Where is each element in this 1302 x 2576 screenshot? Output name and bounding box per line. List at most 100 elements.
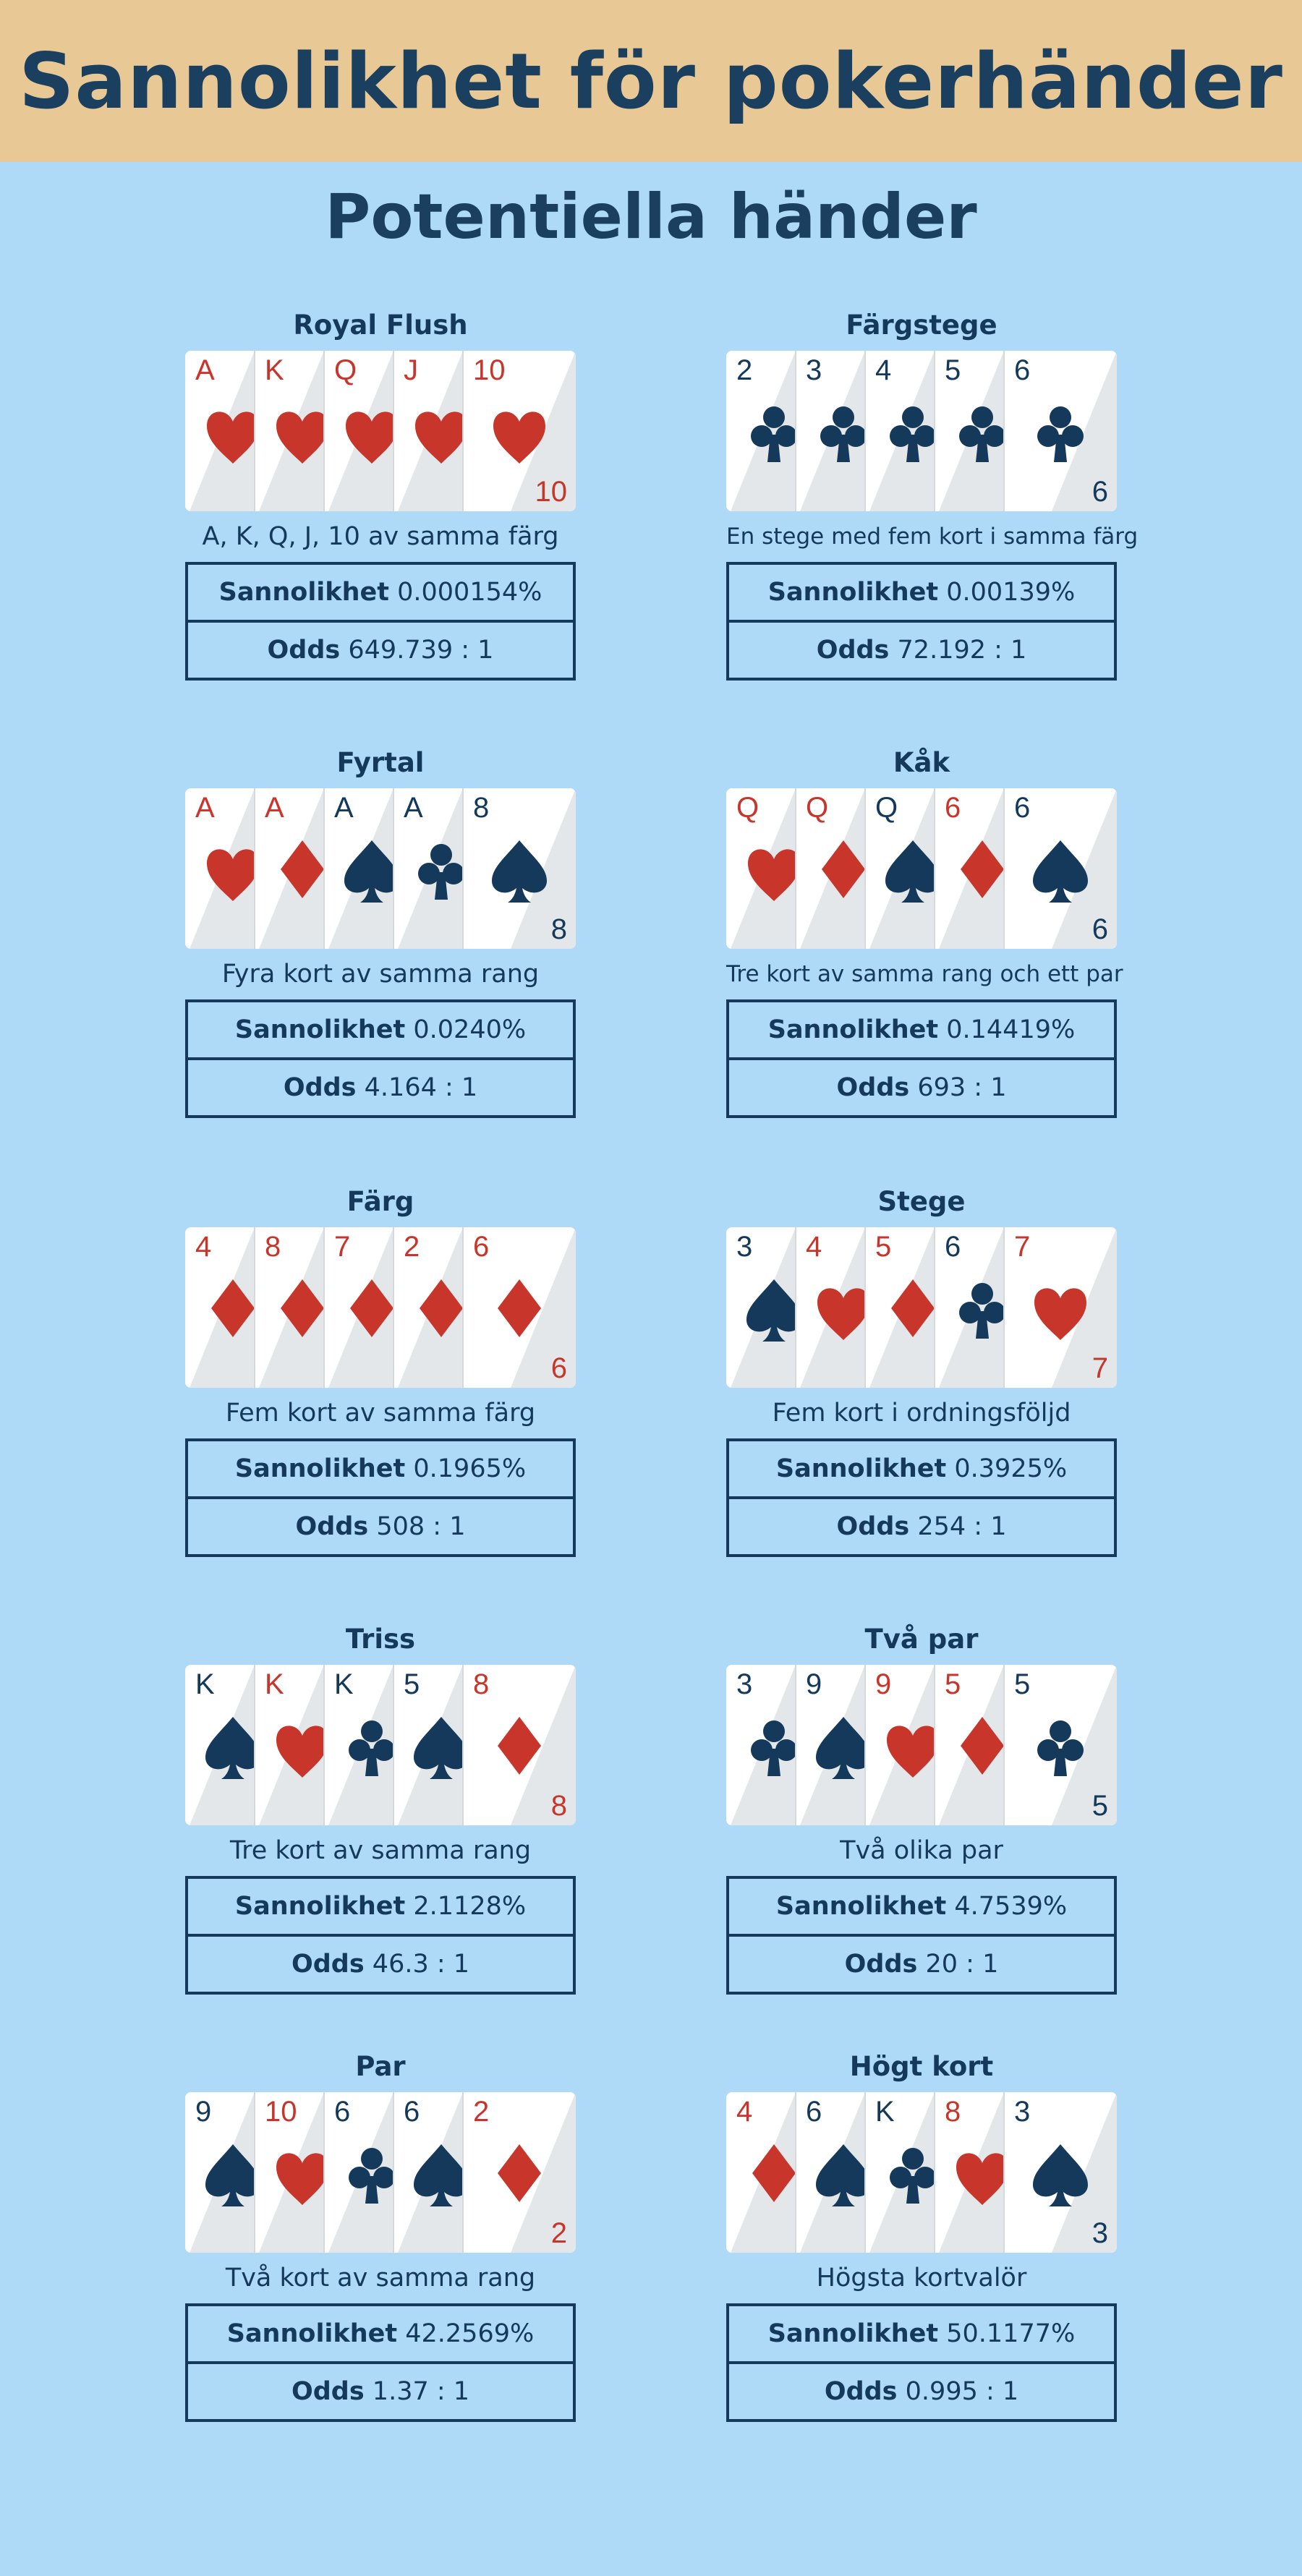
playing-card: A	[185, 788, 255, 949]
card-shade	[511, 788, 576, 949]
clubs-suit-icon	[751, 406, 796, 462]
hand-stats: Sannolikhet 0.3925% Odds 254 : 1	[726, 1438, 1117, 1557]
probability-label: Sannolikhet	[234, 1454, 406, 1483]
playing-card: 7	[323, 1227, 393, 1388]
card-rank: K	[334, 1668, 354, 1700]
playing-card: 88	[462, 1665, 576, 1825]
playing-card: 10 10	[462, 351, 576, 511]
diamonds-suit-icon	[961, 840, 1004, 898]
probability-value: 0.3925%	[954, 1454, 1068, 1483]
hand-stats: Sannolikhet 0.14419% Odds 693 : 1	[726, 999, 1117, 1118]
playing-card: 6	[934, 1227, 1004, 1388]
clubs-suit-icon	[959, 406, 1004, 462]
card-rank: 6	[334, 2096, 350, 2128]
diamonds-suit-icon	[350, 1279, 393, 1337]
hearts-suit-icon	[817, 1288, 865, 1340]
probability-value: 0.00139%	[946, 578, 1076, 607]
diamonds-suit-icon	[498, 2144, 541, 2202]
odds-label: Odds	[283, 1073, 357, 1102]
card-shade	[511, 1227, 576, 1388]
card-rank: K	[265, 354, 284, 386]
playing-card: 9	[795, 1665, 865, 1825]
card-rank-corner: 6	[1092, 913, 1108, 945]
card-rank: 6	[1014, 354, 1030, 386]
probability-row: Sannolikhet 0.14419%	[729, 1002, 1114, 1057]
probability-value: 50.1177%	[946, 2319, 1076, 2348]
card-rank: K	[875, 2096, 895, 2128]
spades-suit-icon	[205, 2144, 255, 2206]
odds-value: 72.192 : 1	[897, 636, 1027, 665]
hearts-suit-icon	[415, 411, 463, 464]
diamonds-suit-icon	[961, 1717, 1004, 1775]
probability-label: Sannolikhet	[775, 1454, 947, 1483]
playing-card: A	[185, 351, 255, 511]
spades-suit-icon	[344, 840, 393, 903]
odds-row: Odds 0.995 : 1	[729, 2361, 1114, 2419]
probability-value: 0.14419%	[946, 1015, 1076, 1044]
diamonds-suit-icon	[498, 1279, 541, 1337]
card-rank: 6	[1014, 792, 1030, 824]
probability-label: Sannolikhet	[234, 1892, 406, 1921]
hand-description: Tre kort av samma rang	[229, 1836, 532, 1865]
hand-description: Två olika par	[840, 1836, 1003, 1865]
playing-card: A	[323, 788, 393, 949]
playing-card: 77	[1003, 1227, 1117, 1388]
card-rank: 8	[945, 2096, 961, 2128]
hand-title: Royal Flush	[293, 310, 468, 341]
card-rank: 7	[334, 1231, 350, 1263]
hand-title: Stege	[877, 1186, 966, 1217]
card-rank: 7	[1014, 1231, 1030, 1263]
card-rank: 5	[945, 1668, 961, 1700]
clubs-suit-icon	[349, 2148, 393, 2204]
hand-stats: Sannolikhet 0.00139% Odds 72.192 : 1	[726, 562, 1117, 681]
playing-card: 5	[864, 1227, 935, 1388]
hand-title: Färgstege	[846, 310, 997, 341]
hearts-suit-icon	[276, 411, 324, 464]
card-rank-corner: 8	[551, 1790, 567, 1822]
playing-card: 8	[254, 1227, 324, 1388]
card-rank: 9	[875, 1668, 891, 1700]
card-rank: 3	[736, 1231, 752, 1263]
odds-label: Odds	[295, 1512, 369, 1541]
card-shade	[1052, 351, 1117, 511]
playing-cards: A K Q J 10 10	[185, 351, 576, 511]
odds-value: 254 : 1	[917, 1512, 1007, 1541]
card-rank: Q	[875, 792, 898, 824]
playing-cards: 4 6 K 8 33	[726, 2092, 1117, 2253]
hearts-suit-icon	[207, 411, 255, 464]
card-rank: 6	[473, 1231, 489, 1263]
probability-label: Sannolikhet	[218, 578, 389, 607]
hand-card: Par 9 10 6 6 2 2 Två kort av samma rang Sannolik…	[185, 2049, 576, 2422]
playing-card: 10	[254, 2092, 324, 2253]
playing-card: Q	[323, 351, 393, 511]
card-rank: 3	[1014, 2096, 1030, 2128]
diamonds-suit-icon	[752, 2144, 796, 2202]
hearts-suit-icon	[956, 2153, 1004, 2205]
card-rank: K	[195, 1668, 215, 1700]
playing-cards: Q Q Q 6 66	[726, 788, 1117, 949]
playing-card: 2	[393, 1227, 463, 1388]
clubs-suit-icon	[890, 406, 935, 462]
card-rank: 4	[195, 1231, 211, 1263]
card-rank: Q	[736, 792, 759, 824]
hand-card: Royal Flush A K Q J 10 10 A, K, Q, J, 10 av sam…	[185, 307, 576, 681]
hand-description: Fem kort i ordningsföljd	[772, 1399, 1071, 1428]
hand-description: Tre kort av samma rang och ett par	[726, 961, 1123, 987]
playing-card: 2	[726, 351, 796, 511]
card-rank: K	[265, 1668, 284, 1700]
probability-value: 4.7539%	[954, 1892, 1068, 1921]
probability-row: Sannolikhet 50.1177%	[729, 2306, 1114, 2361]
odds-value: 1.37 : 1	[372, 2377, 470, 2406]
probability-label: Sannolikhet	[226, 2319, 398, 2348]
odds-value: 693 : 1	[917, 1073, 1007, 1102]
diamonds-suit-icon	[891, 1279, 935, 1337]
spades-suit-icon	[492, 840, 547, 903]
clubs-suit-icon	[959, 1283, 1004, 1339]
hand-stats: Sannolikhet 42.2569% Odds 1.37 : 1	[185, 2303, 576, 2422]
card-rank: 8	[473, 1668, 489, 1700]
spades-suit-icon	[414, 1717, 463, 1779]
diamonds-suit-icon	[281, 1279, 324, 1337]
